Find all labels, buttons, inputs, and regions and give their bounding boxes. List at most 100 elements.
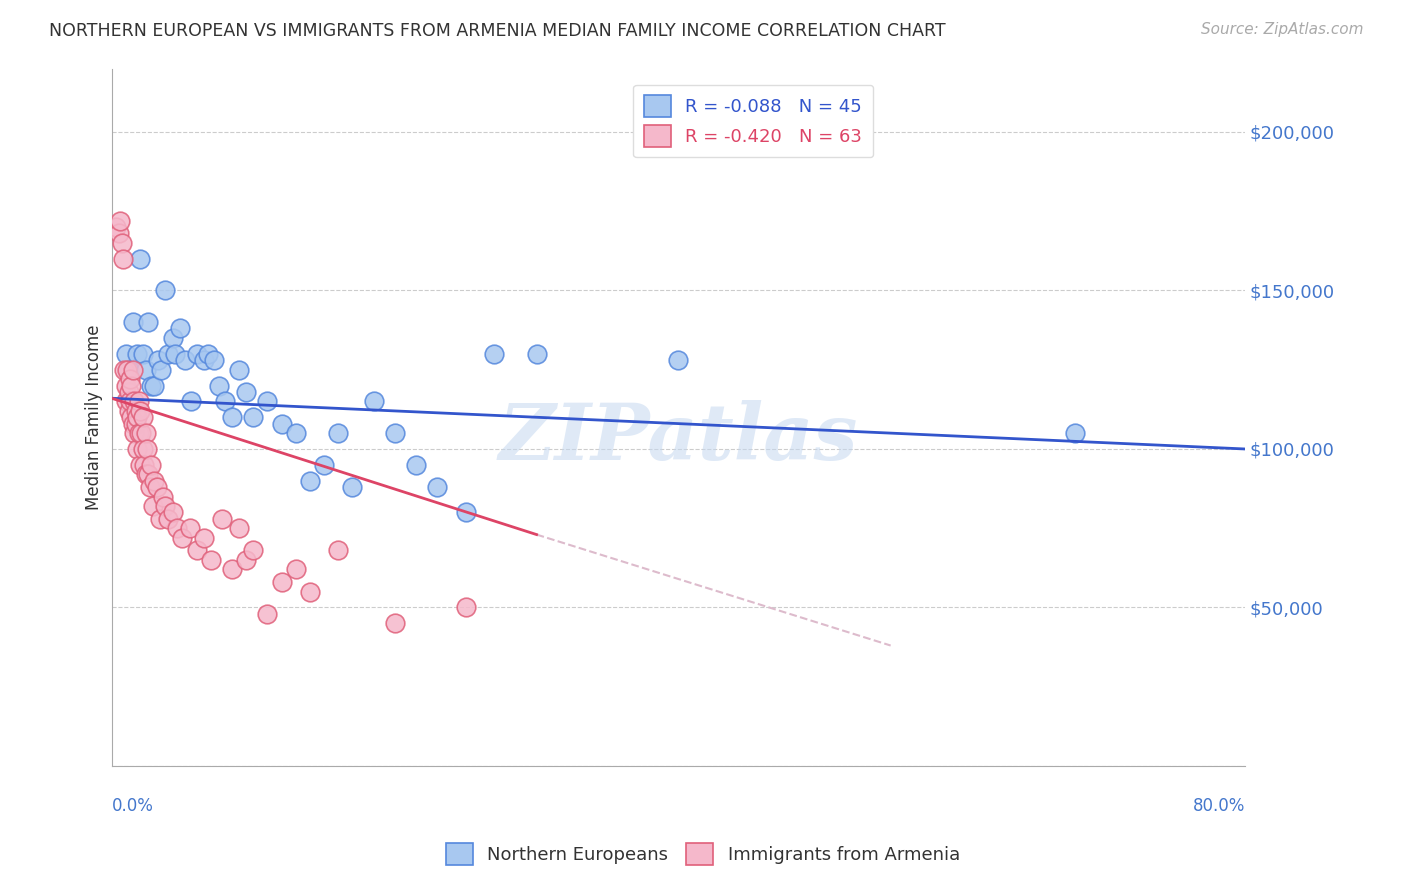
Point: [122, 362, 145, 376]
Point: [242, 410, 264, 425]
Point: [162, 505, 184, 519]
Point: [235, 553, 257, 567]
Point: [114, 378, 136, 392]
Point: [129, 252, 152, 266]
Point: [256, 607, 278, 621]
Text: 80.0%: 80.0%: [1192, 797, 1244, 814]
Point: [284, 426, 307, 441]
Point: [166, 521, 188, 535]
Point: [127, 442, 149, 456]
Point: [127, 410, 149, 425]
Point: [129, 458, 152, 472]
Point: [221, 562, 243, 576]
Y-axis label: Median Family Income: Median Family Income: [86, 325, 103, 510]
Point: [124, 426, 146, 441]
Text: NORTHERN EUROPEAN VS IMMIGRANTS FROM ARMENIA MEDIAN FAMILY INCOME CORRELATION CH: NORTHERN EUROPEAN VS IMMIGRANTS FROM ARM…: [49, 22, 946, 40]
Point: [165, 347, 187, 361]
Point: [110, 235, 132, 250]
Point: [136, 442, 159, 456]
Text: 0.0%: 0.0%: [111, 797, 153, 814]
Point: [135, 426, 157, 441]
Legend: R = -0.088   N = 45, R = -0.420   N = 63: R = -0.088 N = 45, R = -0.420 N = 63: [633, 85, 873, 158]
Point: [169, 321, 191, 335]
Point: [131, 426, 153, 441]
Point: [150, 362, 173, 376]
Point: [208, 378, 231, 392]
Point: [132, 442, 155, 456]
Point: [155, 499, 177, 513]
Point: [122, 417, 145, 431]
Point: [141, 458, 163, 472]
Text: Source: ZipAtlas.com: Source: ZipAtlas.com: [1201, 22, 1364, 37]
Point: [124, 394, 146, 409]
Point: [138, 467, 160, 482]
Point: [186, 543, 208, 558]
Point: [666, 353, 689, 368]
Point: [454, 505, 477, 519]
Point: [270, 417, 292, 431]
Point: [328, 543, 350, 558]
Point: [157, 512, 180, 526]
Point: [1063, 426, 1085, 441]
Point: [342, 480, 364, 494]
Point: [482, 347, 505, 361]
Point: [174, 353, 197, 368]
Point: [115, 362, 138, 376]
Point: [128, 426, 150, 441]
Point: [112, 362, 135, 376]
Point: [256, 394, 278, 409]
Point: [122, 315, 145, 329]
Text: ZIPatlas: ZIPatlas: [499, 400, 858, 476]
Point: [284, 562, 307, 576]
Point: [454, 600, 477, 615]
Legend: Northern Europeans, Immigrants from Armenia: Northern Europeans, Immigrants from Arme…: [437, 834, 969, 874]
Point: [179, 521, 201, 535]
Point: [121, 410, 143, 425]
Point: [132, 347, 155, 361]
Point: [121, 378, 143, 392]
Point: [125, 417, 148, 431]
Point: [132, 410, 155, 425]
Point: [142, 499, 165, 513]
Point: [149, 512, 172, 526]
Point: [426, 480, 449, 494]
Point: [211, 512, 233, 526]
Point: [128, 394, 150, 409]
Point: [129, 404, 152, 418]
Point: [242, 543, 264, 558]
Point: [139, 480, 162, 494]
Point: [162, 331, 184, 345]
Point: [152, 490, 174, 504]
Point: [221, 410, 243, 425]
Point: [146, 480, 169, 494]
Point: [134, 458, 156, 472]
Point: [328, 426, 350, 441]
Point: [214, 394, 236, 409]
Point: [141, 378, 163, 392]
Point: [270, 575, 292, 590]
Point: [127, 347, 149, 361]
Point: [125, 404, 148, 418]
Point: [104, 220, 127, 235]
Point: [135, 467, 157, 482]
Point: [114, 394, 136, 409]
Point: [107, 227, 129, 241]
Point: [384, 616, 406, 631]
Point: [117, 404, 139, 418]
Point: [172, 531, 194, 545]
Point: [405, 458, 427, 472]
Point: [135, 362, 157, 376]
Point: [298, 584, 321, 599]
Point: [197, 347, 219, 361]
Point: [117, 362, 139, 376]
Point: [186, 347, 208, 361]
Point: [157, 347, 180, 361]
Point: [193, 353, 215, 368]
Point: [298, 474, 321, 488]
Point: [148, 353, 170, 368]
Point: [108, 213, 131, 227]
Point: [228, 521, 250, 535]
Point: [526, 347, 548, 361]
Point: [114, 347, 136, 361]
Point: [118, 372, 141, 386]
